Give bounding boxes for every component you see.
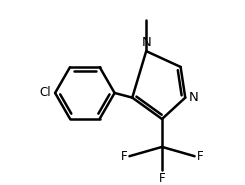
- Text: N: N: [141, 36, 151, 49]
- Text: Cl: Cl: [40, 86, 51, 100]
- Text: F: F: [196, 150, 203, 163]
- Text: F: F: [121, 150, 128, 163]
- Text: N: N: [189, 91, 199, 104]
- Text: F: F: [159, 172, 165, 185]
